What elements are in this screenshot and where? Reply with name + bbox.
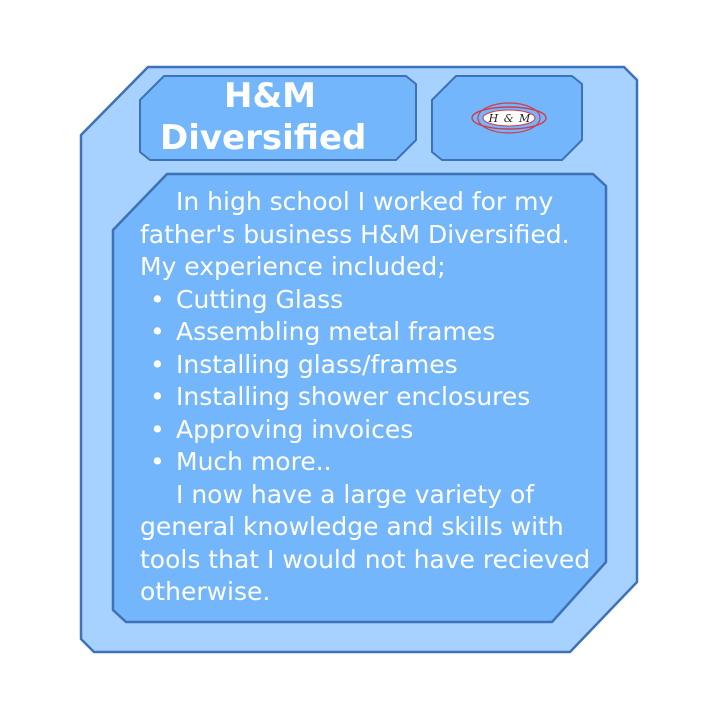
bullet-icon: • [150,414,165,444]
list-item: • Assembling metal frames [140,316,610,349]
conclusion-paragraph: I now have a large variety of general kn… [140,479,591,607]
company-logo-icon [471,102,547,134]
list-item: • Installing glass/frames [140,349,610,382]
bullet-icon: • [150,284,165,314]
title-banner [139,75,417,161]
list-item-text: Cutting Glass [176,284,344,314]
bullet-icon: • [150,382,165,411]
bullet-icon: • [150,349,165,379]
bullet-icon: • [150,317,165,346]
page-title: H&M Diversified [140,76,416,160]
experience-list: • Cutting Glass • Assembling metal frames … [140,284,610,479]
list-item: • Cutting Glass [140,284,610,317]
list-item-text: Approving invoices [176,414,414,444]
list-item-text: Installing shower enclosures [176,382,531,411]
list-item: • Installing shower enclosures [140,381,610,414]
list-item-text: Much more.. [176,447,332,476]
title-line-2: Diversified [160,118,367,158]
intro-paragraph: In high school I worked for my father's … [140,187,570,281]
list-item: • Approving invoices [140,414,610,447]
bullet-icon: • [150,447,165,476]
content-body: In high school I worked for my father's … [140,186,610,609]
list-item-text: Installing glass/frames [176,349,458,379]
title-line-1: H&M [224,76,316,116]
list-item-text: Assembling metal frames [176,317,496,346]
logo-text: H & M [488,111,532,125]
content-panel [111,172,608,624]
list-item: • Much more.. [140,446,610,479]
